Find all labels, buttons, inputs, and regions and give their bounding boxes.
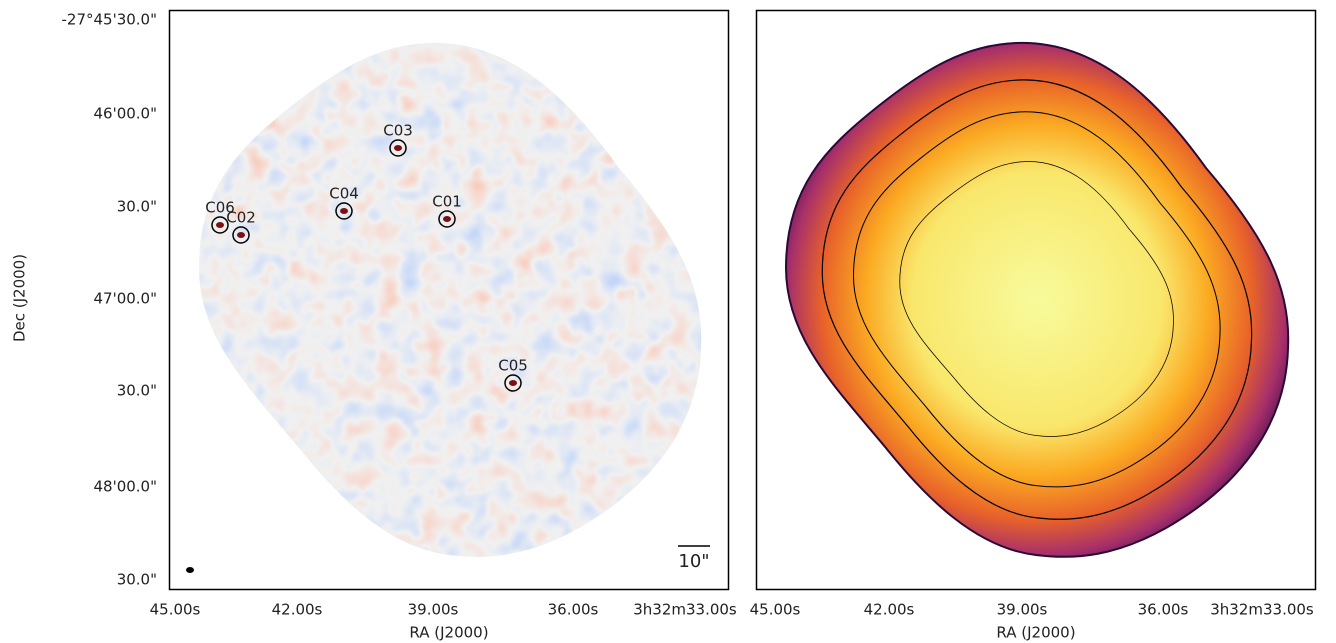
- source-core: [509, 380, 517, 386]
- source-label: C06: [205, 199, 235, 217]
- y-tick-label: 30.0": [117, 382, 157, 400]
- x-tick-label: 42.00s: [272, 601, 323, 619]
- left-frame: [168, 9, 730, 591]
- y-tick-label: 30.0": [117, 198, 157, 216]
- x-axis-label: RA (J2000): [409, 624, 488, 642]
- x-tick-label: 45.00s: [750, 601, 801, 619]
- x-tick-label: 39.00s: [408, 601, 459, 619]
- source-label: C04: [329, 185, 359, 203]
- y-tick-label: -27°45'30.0": [61, 11, 157, 29]
- beam: [186, 567, 194, 573]
- source-marker: [335, 202, 353, 220]
- x-tick-label: 42.00s: [864, 601, 915, 619]
- source-core: [237, 232, 245, 238]
- scale-bar-label: 10": [678, 551, 709, 572]
- source-marker: [211, 216, 229, 234]
- source-marker: [232, 226, 250, 244]
- y-tick-label: 47'00.0": [93, 290, 157, 308]
- right-frame: [755, 9, 1317, 591]
- y-tick-label: 30.0": [117, 571, 157, 589]
- x-tick-label: 36.00s: [1138, 601, 1189, 619]
- source-core: [394, 145, 402, 151]
- y-tick-label: 48'00.0": [93, 478, 157, 496]
- y-axis-label: Dec (J2000): [11, 254, 29, 342]
- source-label: C01: [432, 193, 462, 211]
- x-tick-label: 45.00s: [150, 601, 201, 619]
- source-core: [340, 208, 348, 214]
- x-tick-label: 3h32m33.00s: [1210, 601, 1314, 619]
- noise-map: [199, 42, 702, 557]
- source-core: [443, 216, 451, 222]
- x-axis-label: RA (J2000): [996, 624, 1075, 642]
- source-marker: [438, 210, 456, 228]
- source-marker: [504, 374, 522, 392]
- source-core: [216, 222, 224, 228]
- source-label: C05: [498, 357, 528, 375]
- coverage-map: [785, 41, 1290, 558]
- x-tick-label: 36.00s: [548, 601, 599, 619]
- source-label: C03: [383, 122, 413, 140]
- y-tick-label: 46'00.0": [93, 105, 157, 123]
- source-marker: [389, 139, 407, 157]
- x-tick-label: 39.00s: [997, 601, 1048, 619]
- x-tick-label: 3h32m33.00s: [633, 601, 737, 619]
- source-label: C02: [226, 209, 256, 227]
